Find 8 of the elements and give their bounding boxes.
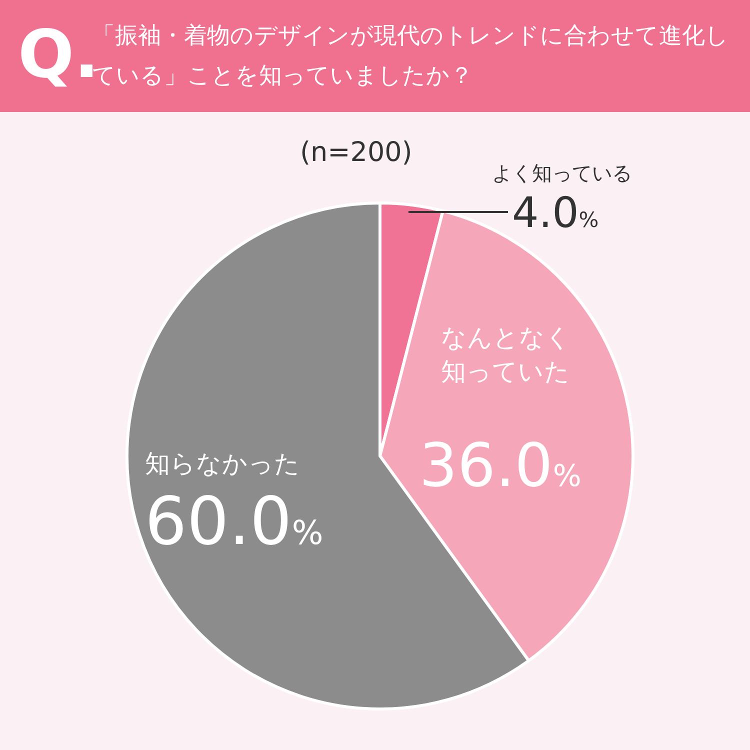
slice-label: 知らなかった — [144, 448, 301, 480]
chart-subtitle: (n=200) — [300, 137, 412, 168]
slice-label: よく知っている — [492, 160, 632, 187]
chart-title: 「振袖・着物のデザインが現代のトレンドに合わせて進化している」ことを知っていましたか？ — [92, 22, 730, 91]
data-label: 60.0% — [144, 482, 324, 560]
data-label: 4.0% — [512, 188, 599, 237]
slice-label: なんとなく知っていた — [441, 322, 572, 388]
data-label: 36.0% — [419, 431, 582, 502]
